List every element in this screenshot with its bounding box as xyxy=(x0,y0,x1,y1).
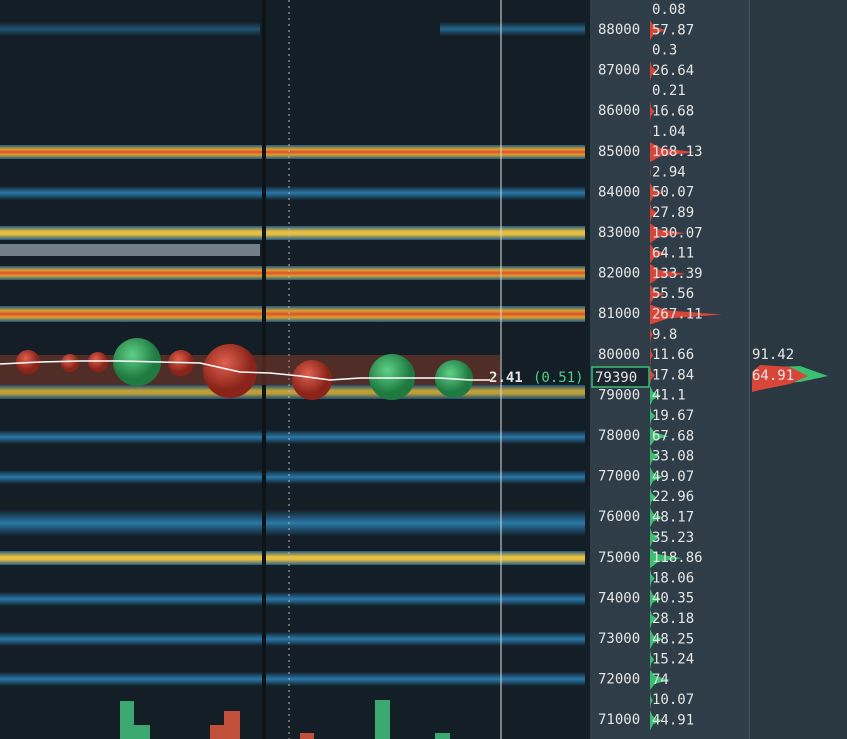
book-bar xyxy=(650,60,658,81)
book-bar xyxy=(650,568,655,589)
book-size: 19.67 xyxy=(652,408,694,424)
book-size: 44.91 xyxy=(652,713,694,729)
sell-volume-shape xyxy=(752,365,808,392)
book-size: 35.23 xyxy=(652,530,694,546)
price-level: 77000 xyxy=(598,469,640,485)
book-bar xyxy=(650,203,658,223)
book-bar xyxy=(650,588,661,609)
price-level: 80000 xyxy=(598,347,640,363)
book-bar xyxy=(650,304,723,325)
price-level: 81000 xyxy=(598,306,640,322)
book-bar xyxy=(650,487,657,508)
price-level: 72000 xyxy=(598,672,640,688)
buy-volume: 91.42 xyxy=(752,347,794,363)
book-bar xyxy=(650,20,666,41)
price-level: 84000 xyxy=(598,184,640,200)
price-level: 71000 xyxy=(598,712,640,728)
price-level: 82000 xyxy=(598,266,640,282)
book-size: 27.89 xyxy=(652,205,694,221)
book-size: 48.17 xyxy=(652,510,694,526)
order-book: 0.08 57.87 0.3 26.64 0.21 16.68 1.04 168.13 2.94… xyxy=(650,0,723,731)
book-size: 33.08 xyxy=(652,449,694,465)
price-level: 73000 xyxy=(598,631,640,647)
book-size: 17.84 xyxy=(652,367,694,383)
book-size: 0.3 xyxy=(652,43,677,59)
book-size: 2.94 xyxy=(652,164,686,180)
book-size: 267.11 xyxy=(652,307,703,323)
sell-volume: 64.91 xyxy=(752,368,794,384)
book-size: 22.96 xyxy=(652,489,694,505)
book-size: 16.68 xyxy=(652,104,694,120)
price-level: 88000 xyxy=(598,22,640,38)
book-bar xyxy=(650,182,664,203)
last-trade-delta: (0.51) xyxy=(533,370,584,386)
price-level: 83000 xyxy=(598,225,640,241)
book-bar xyxy=(650,710,663,731)
current-price-box xyxy=(591,366,650,388)
book-bar xyxy=(650,345,654,366)
book-size: 41.1 xyxy=(652,388,686,404)
book-bar xyxy=(650,548,683,569)
book-size: 55.56 xyxy=(652,286,694,302)
book-bar xyxy=(650,385,662,406)
book-size: 133.39 xyxy=(652,266,703,282)
book-size: 0.21 xyxy=(652,83,686,99)
book-size: 130.07 xyxy=(652,225,703,241)
price-level: 78000 xyxy=(598,428,640,444)
book-size: 64.11 xyxy=(652,246,694,262)
price-level: 87000 xyxy=(598,63,640,79)
book-bar xyxy=(650,243,668,264)
book-bar xyxy=(650,446,659,467)
book-bar xyxy=(650,690,653,711)
price-level: 76000 xyxy=(598,509,640,525)
book-bar xyxy=(650,324,653,345)
price-level: 74000 xyxy=(598,590,640,606)
book-bar xyxy=(650,263,687,284)
book-size: 118.86 xyxy=(652,550,703,566)
book-size: 49.07 xyxy=(652,469,694,485)
price-level: 75000 xyxy=(598,550,640,566)
book-bar xyxy=(650,466,664,487)
book-size: 11.66 xyxy=(652,347,694,363)
book-bar xyxy=(650,101,655,122)
book-size: 28.18 xyxy=(652,611,694,627)
book-bar xyxy=(650,669,670,690)
book-size: 74 xyxy=(652,672,669,688)
book-bar xyxy=(650,406,656,426)
book-bar xyxy=(650,629,664,650)
book-size: 67.68 xyxy=(652,428,694,444)
book-size: 15.24 xyxy=(652,652,694,668)
heatmap xyxy=(0,0,585,739)
book-bar xyxy=(650,365,655,386)
book-size: 0.08 xyxy=(652,2,686,18)
book-bar xyxy=(650,162,651,183)
price-level: 85000 xyxy=(598,144,640,160)
book-bar xyxy=(650,284,666,305)
book-bar xyxy=(650,609,658,629)
book-size: 50.07 xyxy=(652,185,694,201)
book-size: 18.06 xyxy=(652,570,694,586)
volume-profile: 91.42 64.91 xyxy=(752,347,828,392)
price-level: 79000 xyxy=(598,387,640,403)
book-bar xyxy=(650,649,655,670)
book-size: 40.35 xyxy=(652,591,694,607)
book-size: 9.8 xyxy=(652,327,677,343)
price-axis: 88000 87000 86000 85000 84000 83000 82000 81000… xyxy=(598,22,640,728)
book-size: 48.25 xyxy=(652,631,694,647)
book-bar xyxy=(650,426,669,447)
book-size: 10.07 xyxy=(652,692,694,708)
book-size: 26.64 xyxy=(652,63,694,79)
book-bar xyxy=(650,223,686,244)
last-trade-size: 2.41 xyxy=(489,370,523,386)
book-bar xyxy=(650,507,664,528)
book-size: 57.87 xyxy=(652,22,694,38)
book-size: 1.04 xyxy=(652,124,686,140)
book-bar xyxy=(650,527,660,548)
price-level: 86000 xyxy=(598,103,640,119)
book-bar xyxy=(650,142,696,163)
current-price: 79390 xyxy=(595,370,637,386)
book-size: 168.13 xyxy=(652,144,703,160)
